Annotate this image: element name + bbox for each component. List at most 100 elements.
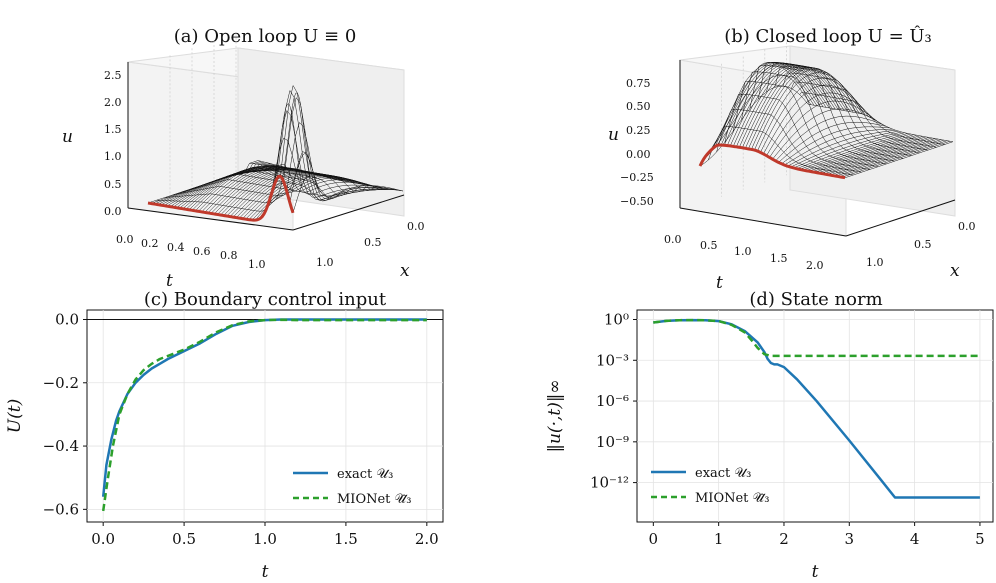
mesh-line-x (257, 160, 404, 192)
panel-b-t-tick: 2.0 (806, 259, 824, 272)
panel-b-t-tick: 1.0 (734, 245, 752, 258)
mesh-line-t (702, 75, 812, 161)
mesh-line-t (829, 138, 938, 176)
legend-label-mionet: MIONet 𝒰̂₃ (695, 491, 769, 506)
mesh-line-x (757, 62, 904, 159)
x-tick-label: 3 (845, 530, 855, 548)
panel-b-z-tick: 0.75 (626, 77, 651, 90)
x-tick-label: 2.0 (415, 530, 439, 548)
panel-b-t-tick: 0.0 (664, 233, 682, 246)
mesh-line-t (799, 133, 908, 170)
mesh-line-t (778, 121, 887, 163)
panel-c-y-label: U(t) (5, 399, 25, 433)
mesh-line-t (732, 64, 842, 147)
legend-label-exact: exact 𝒰₃ (695, 466, 751, 481)
mesh-line-t (781, 126, 890, 164)
mesh-line-t (790, 130, 899, 168)
mesh-line-t (270, 137, 381, 196)
mesh-line-x (782, 72, 929, 151)
mesh-line-x (181, 179, 327, 197)
panel-c-x-ticks: 0.0 0.5 1.0 1.5 2.0 (91, 522, 439, 548)
panel-b-x-tick: 0.0 (958, 220, 976, 233)
panel-b-z-tick: 0.50 (626, 100, 651, 113)
mesh-line-t (766, 92, 875, 156)
mesh-line-t (805, 134, 914, 171)
mesh-line-x (749, 65, 895, 162)
x-tick-label: 2 (779, 530, 789, 548)
mesh-line-t (817, 136, 926, 174)
y-tick-label: 10⁻¹² (590, 474, 629, 492)
panel-a-z-tick: 0.5 (104, 178, 122, 191)
panel-b-x-label: x (950, 261, 960, 281)
mesh-line-t (793, 131, 902, 169)
panel-d-title: (d) State norm (749, 289, 882, 310)
panel-c-legend: exact 𝒰₃ MIONet 𝒰̂₃ (293, 467, 411, 507)
panel-b-t-tick: 1.5 (770, 252, 788, 265)
panel-c-series (101, 318, 427, 512)
panel-b-z-tick: −0.25 (620, 171, 654, 184)
y-tick-label: 10⁰ (604, 311, 629, 329)
x-tick-label: 1.0 (253, 530, 277, 548)
mesh-line-t (708, 62, 818, 153)
panel-c-control-input: (c) Boundary control input 0.0 0.5 1.0 1.5 2… (5, 289, 444, 582)
panel-d-y-label: ‖u(·,t)‖∞ (545, 379, 565, 452)
y-tick-label: −0.2 (43, 374, 79, 392)
panel-b-t-tick: 0.5 (700, 239, 718, 252)
panel-b-t-ticks: 0.0 0.5 1.0 1.5 2.0 (664, 233, 824, 272)
panel-a-z-tick: 2.5 (104, 69, 122, 82)
panel-d-grid (637, 310, 993, 522)
panel-a-t-tick: 0.4 (167, 241, 185, 254)
y-tick-label: −0.4 (43, 437, 79, 455)
x-tick-label: 0 (649, 530, 659, 548)
mesh-line-t (717, 62, 827, 146)
mesh-line-t (292, 176, 404, 213)
mesh-line-t (838, 140, 948, 177)
mesh-line-t (787, 129, 896, 167)
mesh-line-t (714, 62, 824, 147)
y-tick-label: 10⁻³ (596, 351, 629, 369)
panel-d-legend: exact 𝒰₃ MIONet 𝒰̂₃ (651, 466, 769, 506)
panel-c-grid (87, 310, 443, 522)
mesh-line-x (741, 71, 887, 165)
panel-b-z-label: u (608, 125, 619, 145)
y-tick-label: 10⁻⁹ (596, 433, 629, 451)
panel-d-series (653, 318, 980, 499)
panel-a-t-label: t (166, 271, 173, 291)
panel-d-frame (636, 309, 994, 523)
series-mionet-line (101, 318, 427, 512)
y-tick-label: 10⁻⁶ (596, 392, 629, 410)
mesh-line-x (724, 93, 870, 170)
mesh-line-t (808, 134, 917, 172)
mesh-line-t (811, 135, 920, 173)
mesh-line-t (726, 63, 836, 146)
panel-a-title: (a) Open loop U ≡ 0 (174, 26, 357, 47)
panel-b-x-tick: 0.5 (914, 238, 932, 251)
mesh-line-t (841, 140, 951, 178)
x-tick-label: 5 (975, 530, 985, 548)
panel-a-z-ticks: 2.5 2.0 1.5 1.0 0.5 0.0 (104, 69, 122, 218)
mesh-line-t (745, 66, 854, 149)
mesh-line-t (729, 63, 839, 147)
mesh-line-x (198, 169, 344, 199)
series-mionet-line (653, 318, 980, 358)
x-tick-label: 4 (910, 530, 920, 548)
panel-d-y-ticks: 10⁰ 10⁻³ 10⁻⁶ 10⁻⁹ 10⁻¹² (590, 311, 637, 492)
mesh-line-t (802, 133, 911, 171)
panel-b-boundary-curve (698, 143, 846, 180)
x-tick-label: 0.0 (91, 530, 115, 548)
panel-a-surface-mesh (147, 84, 404, 221)
panel-a-x-tick: 1.0 (316, 256, 334, 269)
mesh-line-t (796, 132, 905, 169)
mesh-line-x (215, 165, 361, 194)
legend-label-mionet: MIONet 𝒰̂₃ (337, 492, 411, 507)
panel-b-z-tick: −0.50 (620, 195, 654, 208)
panel-c-title: (c) Boundary control input (144, 289, 387, 310)
panel-b-x-tick: 1.0 (866, 256, 884, 269)
panel-b-z-tick: 0.25 (626, 124, 651, 137)
mesh-line-x (164, 92, 311, 204)
panel-a-t-tick: 0.6 (193, 245, 211, 258)
panel-a-z-tick: 1.0 (104, 150, 122, 163)
panel-a-t-tick: 0.0 (116, 233, 134, 246)
panel-c-x-label: t (262, 562, 269, 582)
